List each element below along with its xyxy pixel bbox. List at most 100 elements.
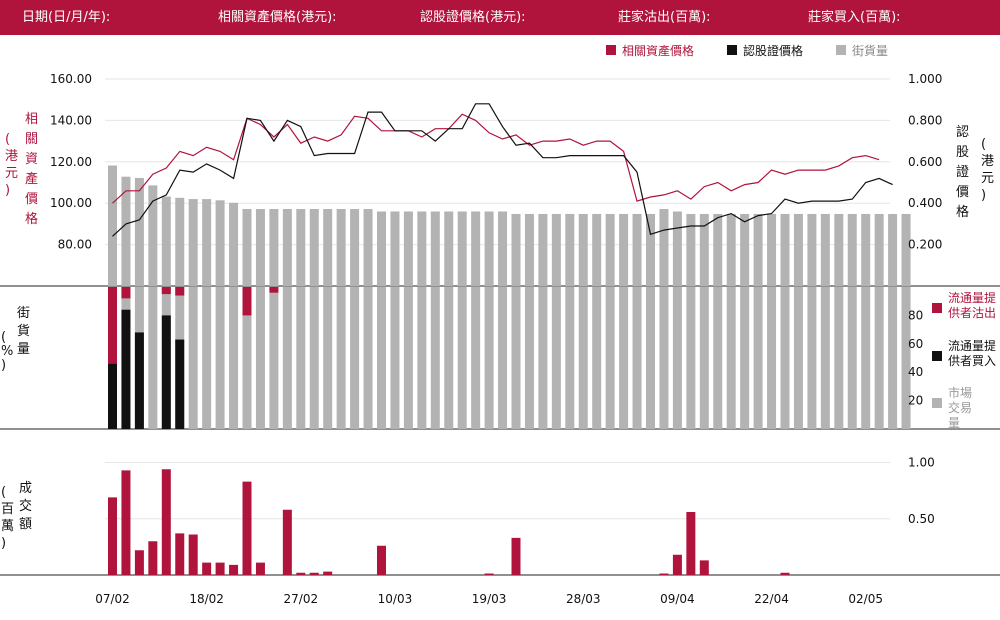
right-price-unit: (港元): [981, 137, 994, 203]
legend-lp-sell-swatch: [932, 303, 942, 313]
tick-labels: 160.00 140.00 120.00 100.00 80.00 1.000 0.800 0…: [50, 72, 942, 606]
turnover-unit: (百萬): [1, 485, 14, 551]
market-volume-bar: [457, 287, 467, 429]
lp-sell-bar: [242, 287, 252, 316]
turnover-bar: [242, 481, 252, 575]
volume-tick-label: 20: [908, 394, 923, 408]
outstanding-bar: [740, 213, 750, 286]
turnover-bar: [659, 573, 669, 575]
market-volume-bar: [619, 287, 629, 429]
market-volume-bar: [699, 287, 709, 429]
turnover-bar: [202, 562, 212, 575]
outstanding-bar: [592, 213, 602, 286]
outstanding-bar: [148, 185, 158, 286]
pct-title: 街貨量: [17, 306, 30, 357]
market-volume-bar: [847, 287, 857, 429]
turnover-axis-title: 成交額 (百萬): [1, 481, 32, 551]
outstanding-bar: [255, 208, 265, 286]
outstanding-bar: [417, 211, 427, 286]
market-volume-bar: [538, 287, 548, 429]
header-lp-sell-label: 莊家沽出(百萬):: [618, 10, 711, 25]
market-volume-bar: [820, 287, 830, 429]
market-volume-bar: [646, 287, 655, 429]
market-volume-bar: [686, 287, 696, 429]
x-tick-label: 28/03: [566, 592, 601, 606]
volume-tick-label: 40: [908, 365, 923, 379]
lp-sell-bar: [269, 287, 279, 293]
legend-market-label: 市場交易量: [948, 385, 972, 430]
x-tick-label: 19/03: [472, 592, 507, 606]
market-volume-bar: [565, 287, 575, 429]
market-volume-bar: [484, 287, 494, 429]
market-volume-bar: [350, 287, 360, 429]
legend-lp-buy-label: 流通量提供者買入: [948, 338, 996, 368]
turnover-bar: [148, 541, 158, 575]
header-asset-price-label: 相關資產價格(港元):: [218, 10, 337, 25]
outstanding-bar: [807, 213, 817, 286]
market-volume-bar: [551, 287, 561, 429]
legend-asset-label: 相關資產價格: [622, 43, 694, 58]
x-tick-label: 10/03: [378, 592, 413, 606]
turnover-bar: [108, 497, 117, 575]
market-volume-bar: [377, 287, 386, 429]
outstanding-bar: [619, 213, 629, 286]
right-price-axis-title: 認股證價格 (港元): [956, 124, 994, 220]
right-price-tick-label: 0.200: [908, 238, 942, 252]
market-volume-bar: [753, 287, 763, 429]
market-volume-bar: [874, 287, 884, 429]
outstanding-bar: [511, 213, 521, 286]
x-tick-label: 02/05: [848, 592, 883, 606]
right-price-title: 認股證價格: [956, 124, 969, 220]
turnover-bar: [229, 564, 239, 575]
turnover-tick-label: 0.50: [908, 512, 935, 526]
outstanding-bar: [363, 208, 373, 286]
left-price-tick-label: 160.00: [50, 72, 92, 86]
outstanding-bar: [686, 213, 696, 286]
market-volume-bar: [498, 287, 508, 429]
market-volume-bar: [363, 287, 373, 429]
outstanding-bar: [108, 165, 117, 286]
market-volume-bar: [807, 287, 817, 429]
pct-unit: (%): [1, 330, 13, 373]
market-volume-bar: [390, 287, 400, 429]
market-volume-bar: [336, 287, 346, 429]
lp-buy-bar: [161, 315, 171, 429]
legend-top: 相關資產價格 認股證價格 街貨量: [606, 43, 888, 58]
market-volume-bar: [430, 287, 440, 429]
outstanding-bar: [793, 213, 803, 286]
turnover-bar: [175, 533, 185, 575]
turnover-bar: [188, 534, 198, 575]
market-volume-bar: [659, 287, 669, 429]
turnover-bar: [672, 554, 682, 575]
market-volume-bar: [269, 287, 279, 429]
market-volume-bar: [202, 287, 212, 429]
header-date-label: 日期(日/月/年):: [22, 10, 111, 25]
outstanding-bar: [457, 211, 467, 286]
market-volume-bar: [901, 287, 911, 429]
x-tick-label: 22/04: [754, 592, 789, 606]
market-volume-bar: [524, 287, 534, 429]
market-volume-bar: [793, 287, 803, 429]
header-warrant-price-label: 認股證價格(港元):: [420, 10, 526, 25]
outstanding-bar: [296, 208, 306, 286]
market-volume-bar: [309, 287, 319, 429]
outstanding-bar: [767, 213, 777, 286]
left-price-tick-label: 140.00: [50, 113, 92, 127]
outstanding-bar: [430, 211, 440, 286]
outstanding-bar: [269, 208, 279, 286]
header-bar: 日期(日/月/年): 相關資產價格(港元): 認股證價格(港元): 莊家沽出(百…: [0, 0, 1000, 35]
market-volume-bar: [672, 287, 682, 429]
outstanding-bar: [888, 213, 898, 286]
outstanding-bar: [820, 213, 830, 286]
market-volume-bar: [592, 287, 602, 429]
outstanding-bar: [847, 213, 857, 286]
turnover-bar: [255, 562, 265, 575]
legend-volume: 流通量提供者沽出 流通量提供者買入 市場交易量: [932, 290, 996, 430]
outstanding-bar: [484, 211, 494, 286]
lp-sell-bar: [175, 287, 185, 296]
turnover-bar: [121, 470, 131, 575]
lp-buy-bar: [134, 332, 144, 429]
outstanding-bar: [202, 199, 212, 286]
market-volume-bar: [511, 287, 521, 429]
outstanding-bar: [309, 208, 319, 286]
